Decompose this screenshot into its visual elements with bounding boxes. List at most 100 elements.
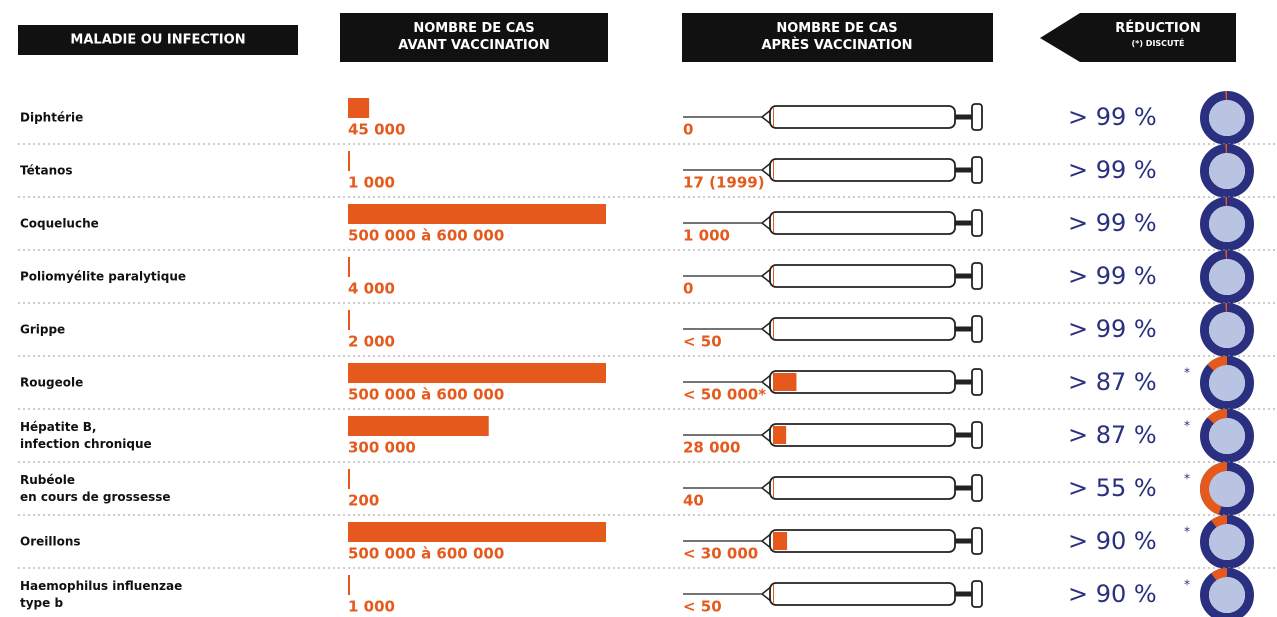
syringe-plunger <box>971 262 983 290</box>
syringe-plunger <box>971 421 983 449</box>
reduction-label: > 99 % <box>1068 103 1157 131</box>
disease-name: Grippe <box>20 323 65 337</box>
header-text: NOMBRE DE CAS <box>776 21 897 36</box>
cases-before-label: 300 000 <box>348 439 416 457</box>
reduction-label: > 55 % <box>1068 474 1157 502</box>
reduction-label: > 99 % <box>1068 156 1157 184</box>
header-text: NOMBRE DE CAS <box>413 21 534 36</box>
disease-name: type b <box>20 596 63 610</box>
syringe-plunger <box>971 527 983 555</box>
cases-before-label: 200 <box>348 492 379 510</box>
remaining-wedge <box>1199 461 1227 515</box>
cases-before-bar <box>348 204 606 224</box>
reduction-label: > 99 % <box>1068 262 1157 290</box>
remaining-wedge <box>1207 356 1227 371</box>
disease-name: Oreillons <box>20 535 81 549</box>
cases-before-bar <box>348 363 606 383</box>
remaining-wedge <box>1225 250 1227 260</box>
cases-before-label: 1 000 <box>348 174 395 192</box>
cases-after-fill <box>773 373 797 391</box>
disease-name: Rubéole <box>20 473 75 487</box>
cases-before-label: 2 000 <box>348 333 395 351</box>
donut-center <box>1209 365 1245 401</box>
syringe-barrel <box>769 582 956 606</box>
header-text: RÉDUCTION <box>1115 20 1200 36</box>
reduction-label: > 90 % <box>1068 580 1157 608</box>
syringe-barrel <box>769 264 956 288</box>
disease-name: Poliomyélite paralytique <box>20 270 186 284</box>
disease-name: Coqueluche <box>20 217 99 231</box>
remaining-wedge <box>1211 568 1227 581</box>
cases-after-label: 0 <box>683 121 693 139</box>
reduction-label: > 90 % <box>1068 527 1157 555</box>
cases-before-label: 500 000 à 600 000 <box>348 227 504 245</box>
cases-before-label: 500 000 à 600 000 <box>348 386 504 404</box>
syringe-plunger <box>971 103 983 131</box>
remaining-wedge <box>1211 515 1227 528</box>
cases-before-bar <box>348 98 370 118</box>
cases-after-label: < 50 <box>683 598 722 616</box>
reduction-label: > 87 % <box>1068 368 1157 396</box>
disease-name: infection chronique <box>20 437 152 451</box>
reduction-label: > 87 % <box>1068 421 1157 449</box>
disease-name: Diphtérie <box>20 111 83 125</box>
cases-after-label: 17 (1999) <box>683 174 765 192</box>
syringe-plunger <box>971 368 983 396</box>
header-text: MALADIE OU INFECTION <box>70 33 245 48</box>
cases-before-bar <box>348 416 489 436</box>
donut-center <box>1209 259 1245 295</box>
cases-after-fill <box>773 320 774 338</box>
cases-after-fill <box>773 267 774 285</box>
cases-before-label: 45 000 <box>348 121 405 139</box>
header-arrow <box>1040 13 1236 62</box>
cases-after-label: 28 000 <box>683 439 740 457</box>
syringe-plunger <box>971 156 983 184</box>
disease-name: Haemophilus influenzae <box>20 579 182 593</box>
syringe-barrel <box>769 370 956 394</box>
cases-after-label: < 50 000* <box>683 386 766 404</box>
reduction-label: > 99 % <box>1068 209 1157 237</box>
disputed-note: * <box>1184 472 1190 486</box>
remaining-wedge <box>1225 197 1227 207</box>
remaining-wedge <box>1225 303 1227 313</box>
disease-name: en cours de grossesse <box>20 490 171 504</box>
syringe-plunger <box>971 580 983 608</box>
donut-center <box>1209 153 1245 189</box>
disease-name: Hépatite B, <box>20 420 96 434</box>
cases-after-fill <box>773 108 774 126</box>
cases-after-label: 0 <box>683 280 693 298</box>
disputed-note: * <box>1184 419 1190 433</box>
donut-center <box>1209 471 1245 507</box>
cases-before-bar <box>348 257 350 277</box>
header-text: (*) DISCUTÉ <box>1132 37 1185 48</box>
cases-after-fill <box>773 479 774 497</box>
syringe-plunger <box>971 315 983 343</box>
reduction-label: > 99 % <box>1068 315 1157 343</box>
cases-before-bar <box>348 310 350 330</box>
cases-after-fill <box>773 585 774 603</box>
cases-after-fill <box>773 214 774 232</box>
syringe-barrel <box>769 317 956 341</box>
cases-after-fill <box>773 426 787 444</box>
remaining-wedge <box>1225 144 1227 154</box>
donut-center <box>1209 524 1245 560</box>
cases-after-label: 1 000 <box>683 227 730 245</box>
remaining-wedge <box>1207 409 1227 424</box>
disputed-note: * <box>1184 578 1190 592</box>
header-box <box>682 13 993 62</box>
disputed-note: * <box>1184 366 1190 380</box>
donut-center <box>1209 206 1245 242</box>
syringe-plunger <box>971 209 983 237</box>
cases-after-label: < 50 <box>683 333 722 351</box>
cases-after-label: 40 <box>683 492 704 510</box>
remaining-wedge <box>1225 91 1227 101</box>
cases-before-bar <box>348 151 350 171</box>
header-box <box>18 25 298 55</box>
donut-center <box>1209 418 1245 454</box>
disease-name: Tétanos <box>20 164 73 178</box>
cases-before-label: 4 000 <box>348 280 395 298</box>
syringe-barrel <box>769 158 956 182</box>
header-text: APRÈS VACCINATION <box>761 37 912 53</box>
cases-before-bar <box>348 522 606 542</box>
